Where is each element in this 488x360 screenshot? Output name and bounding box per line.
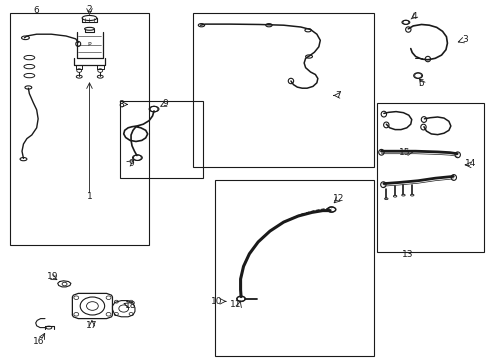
Text: 14: 14 (464, 159, 476, 168)
Text: 11: 11 (229, 300, 241, 310)
Bar (120, 101, 203, 178)
Text: 4: 4 (411, 12, 417, 21)
Text: 16: 16 (33, 338, 45, 346)
Text: 7: 7 (335, 91, 341, 100)
Text: 6: 6 (34, 6, 40, 15)
Text: 8: 8 (118, 100, 124, 109)
Bar (376, 103, 483, 252)
Text: 2: 2 (86, 5, 92, 14)
Bar (193, 13, 373, 167)
Text: 15: 15 (398, 148, 410, 157)
Bar (10, 13, 149, 245)
Text: P: P (87, 42, 91, 47)
Text: 12: 12 (332, 194, 344, 203)
Text: 1: 1 (86, 192, 92, 201)
Text: 17: 17 (86, 321, 98, 330)
Text: 10: 10 (210, 297, 222, 306)
Text: 13: 13 (401, 250, 412, 259)
Text: 18: 18 (125, 302, 137, 310)
Text: 19: 19 (47, 272, 59, 281)
Text: 9: 9 (162, 99, 168, 108)
Text: 9: 9 (128, 158, 134, 168)
Text: 3: 3 (462, 35, 468, 44)
Bar (215, 180, 373, 356)
Text: 5: 5 (418, 79, 424, 88)
